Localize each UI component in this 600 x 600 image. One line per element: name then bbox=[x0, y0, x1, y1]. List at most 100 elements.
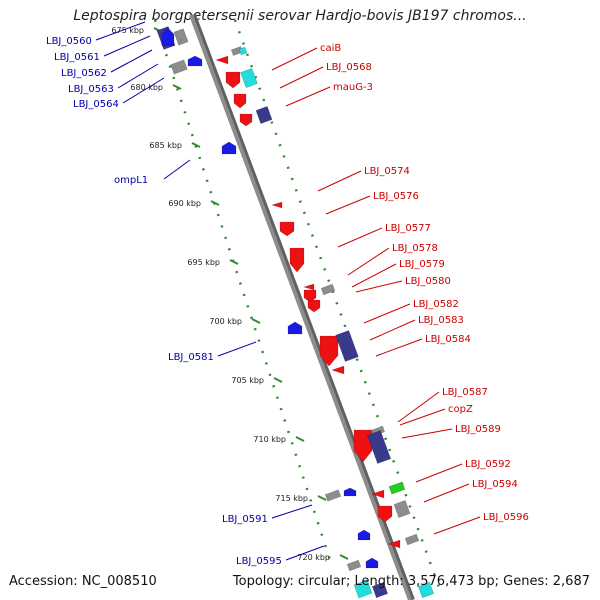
forward-gene-label[interactable]: LBJ_0584 bbox=[425, 334, 471, 345]
forward-label-leader bbox=[337, 227, 383, 248]
tick-mark bbox=[172, 84, 182, 90]
forward-gene-label[interactable]: LBJ_0576 bbox=[373, 191, 419, 202]
forward-label-leader bbox=[347, 247, 390, 276]
forward-gene-label[interactable]: copZ bbox=[448, 404, 473, 415]
gene-maug-3[interactable] bbox=[233, 93, 247, 109]
forward-label-leader bbox=[351, 263, 397, 288]
gene-lbj-0579[interactable] bbox=[320, 283, 336, 296]
forward-gene-label[interactable]: LBJ_0580 bbox=[405, 276, 451, 287]
gene-lbj-0562[interactable] bbox=[173, 28, 189, 46]
forward-ruler-track bbox=[233, 19, 442, 591]
gene-lbj-0594[interactable] bbox=[377, 505, 393, 523]
forward-gene-label[interactable]: LBJ_0587 bbox=[442, 387, 488, 398]
gene-lbj-0583[interactable] bbox=[335, 330, 359, 362]
gene-lbj-0577[interactable] bbox=[289, 247, 305, 273]
forward-label-leader bbox=[285, 86, 331, 107]
gene-lbj-0563[interactable] bbox=[170, 59, 188, 75]
forward-gene-label[interactable]: caiB bbox=[320, 43, 341, 54]
gene-caib-c[interactable] bbox=[238, 46, 248, 56]
gene-lbj-0576[interactable] bbox=[279, 221, 295, 237]
tick-mark bbox=[251, 318, 261, 324]
tick-mark bbox=[210, 200, 220, 206]
forward-gene-label[interactable]: LBJ_0592 bbox=[465, 459, 511, 470]
forward-gene-label[interactable]: LBJ_0596 bbox=[483, 512, 529, 523]
forward-gene-label[interactable]: LBJ_0568 bbox=[326, 62, 372, 73]
reverse-gene-label[interactable]: LBJ_0560 bbox=[46, 36, 92, 47]
reverse-gene-label[interactable]: ompL1 bbox=[114, 175, 148, 186]
gene-omp-l1[interactable] bbox=[221, 141, 237, 155]
reverse-gene-label[interactable]: LBJ_0581 bbox=[168, 352, 214, 363]
reverse-label-leader bbox=[271, 504, 313, 519]
gene-lbj-0580[interactable] bbox=[303, 289, 317, 303]
gene-lbj-0574[interactable] bbox=[270, 201, 283, 209]
gene-lbj-0587[interactable] bbox=[353, 429, 373, 463]
gene-lbj-0564[interactable] bbox=[187, 55, 203, 67]
reverse-label-leader bbox=[95, 21, 146, 41]
reverse-gene-label[interactable]: LBJ_0564 bbox=[73, 99, 119, 110]
gene-edge-a[interactable] bbox=[353, 579, 373, 599]
gene-lbj-0578[interactable] bbox=[302, 283, 315, 291]
forward-gene-label[interactable]: mauG-3 bbox=[333, 82, 373, 93]
forward-label-leader bbox=[355, 280, 403, 293]
reverse-label-leader bbox=[117, 63, 159, 89]
map-title: Leptospira borgpetersenii serovar Hardjo… bbox=[73, 8, 527, 24]
forward-gene-label[interactable]: LBJ_0578 bbox=[392, 243, 438, 254]
gene-lbj-0568[interactable] bbox=[225, 71, 241, 89]
reverse-gene-label[interactable]: LBJ_0591 bbox=[222, 514, 268, 525]
reverse-label-leader bbox=[163, 159, 191, 180]
gene-lbj-0596[interactable] bbox=[387, 539, 401, 549]
reverse-gene-label[interactable]: LBJ_0561 bbox=[54, 52, 100, 63]
forward-label-leader bbox=[363, 303, 411, 324]
gene-lbj-0591[interactable] bbox=[324, 489, 342, 502]
gene-lbj-0580b[interactable] bbox=[307, 299, 321, 313]
forward-gene-label[interactable]: LBJ_0583 bbox=[418, 315, 464, 326]
gene-maug-3b[interactable] bbox=[239, 113, 253, 127]
reverse-label-leader bbox=[103, 35, 151, 57]
gene-lbj-0568b[interactable] bbox=[240, 68, 258, 88]
forward-label-leader bbox=[433, 516, 481, 535]
gene-lbj-0591b[interactable] bbox=[343, 487, 357, 497]
gene-lbj-0596b[interactable] bbox=[404, 533, 420, 546]
forward-label-leader bbox=[271, 47, 318, 71]
gene-lbj-0594b[interactable] bbox=[393, 499, 411, 519]
forward-gene-label[interactable]: LBJ_0589 bbox=[455, 424, 501, 435]
gene-lbj-0592[interactable] bbox=[371, 489, 385, 499]
tick-mark bbox=[339, 554, 349, 560]
gene-lbj-0589[interactable] bbox=[366, 430, 392, 464]
reverse-gene-label[interactable]: LBJ_0562 bbox=[61, 68, 107, 79]
gene-lbj-0581[interactable] bbox=[287, 321, 303, 335]
reverse-gene-label[interactable]: LBJ_0595 bbox=[236, 556, 282, 567]
reverse-gene-label[interactable]: LBJ_0563 bbox=[68, 84, 114, 95]
gene-lbj-0584[interactable] bbox=[331, 365, 345, 375]
gene-edge-b[interactable] bbox=[371, 581, 389, 599]
gene-edge-c[interactable] bbox=[417, 581, 435, 599]
forward-gene-label[interactable]: LBJ_0582 bbox=[413, 299, 459, 310]
forward-gene-label[interactable]: LBJ_0574 bbox=[364, 166, 410, 177]
tick-mark bbox=[191, 142, 201, 148]
reverse-label-leader bbox=[110, 49, 153, 73]
tick-label: 715 kbp bbox=[275, 494, 308, 503]
gene-lbj-0561[interactable] bbox=[161, 27, 175, 47]
tick-label: 675 kbp bbox=[111, 26, 144, 35]
forward-gene-label[interactable]: LBJ_0594 bbox=[472, 479, 518, 490]
tick-mark bbox=[295, 436, 305, 442]
tick-label: 680 kbp bbox=[130, 83, 163, 92]
gene-lbj-0595[interactable] bbox=[357, 529, 371, 541]
topology-summary-text: Topology: circular; Length: 3,576,473 bp… bbox=[232, 574, 590, 589]
reverse-label-leader bbox=[285, 545, 325, 561]
gene-lbj-0595c[interactable] bbox=[365, 557, 379, 569]
forward-label-leader bbox=[401, 428, 453, 439]
forward-label-leader bbox=[375, 338, 423, 357]
forward-label-leader bbox=[399, 408, 446, 426]
reverse-label-leader bbox=[122, 77, 165, 104]
gene-lbj-0582[interactable] bbox=[319, 335, 339, 367]
forward-gene-label[interactable]: LBJ_0579 bbox=[399, 259, 445, 270]
gene-lbj-0595b[interactable] bbox=[346, 559, 362, 572]
gene-caib[interactable] bbox=[215, 55, 229, 65]
tick-mark bbox=[229, 259, 239, 265]
tick-mark bbox=[273, 377, 283, 383]
gene-lbj-0592b[interactable] bbox=[388, 481, 406, 495]
forward-gene-label[interactable]: LBJ_0577 bbox=[385, 223, 431, 234]
gene-maug-3c[interactable] bbox=[255, 105, 273, 125]
